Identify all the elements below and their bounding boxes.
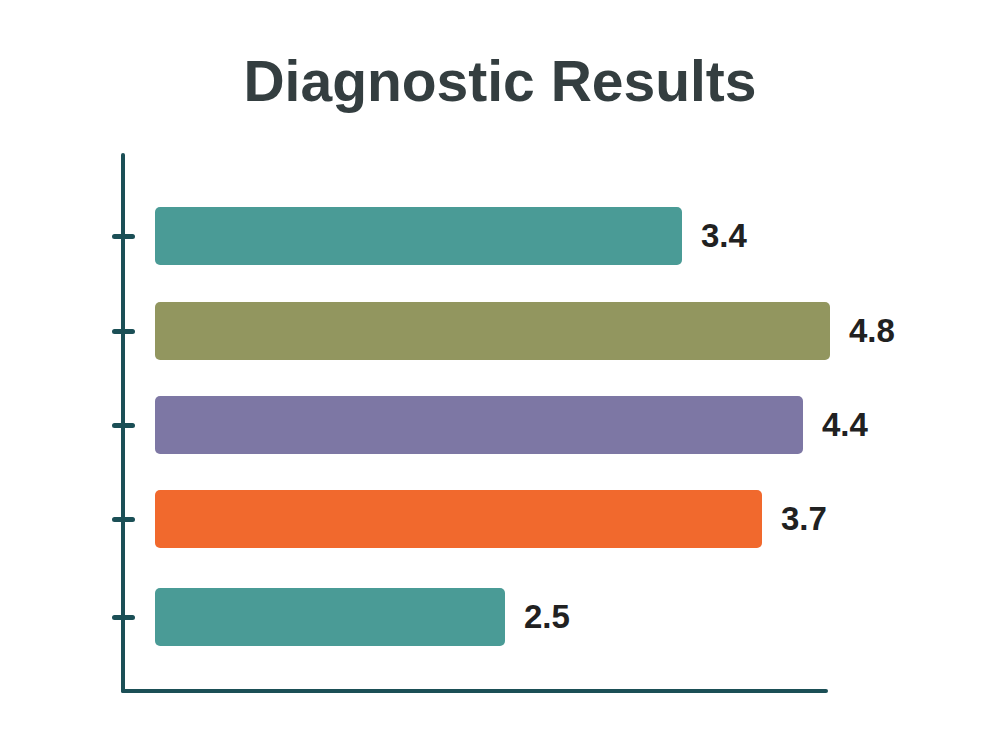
bar-value-label-5: 2.5: [524, 588, 570, 646]
bar-4: [155, 490, 762, 548]
y-axis-tick-4: [112, 517, 135, 522]
y-axis-tick-3: [112, 423, 135, 428]
bar-2: [155, 302, 830, 360]
bar-5: [155, 588, 505, 646]
bar-value-label-1: 3.4: [701, 207, 747, 265]
bar-value-label-2: 4.8: [849, 302, 895, 360]
bar-value-label-3: 4.4: [822, 396, 868, 454]
chart-area: 3.4 4.8 4.4 3.7 2.5: [0, 0, 1000, 750]
bar-3: [155, 396, 803, 454]
chart-canvas: Diagnostic Results 3.44.84.43.72.5: [0, 0, 1000, 750]
y-axis-tick-2: [112, 329, 135, 334]
bar-1: [155, 207, 682, 265]
y-axis-tick-5: [112, 615, 135, 620]
x-axis-line: [121, 689, 828, 693]
y-axis-tick-1: [112, 234, 135, 239]
bar-value-label-4: 3.7: [781, 490, 827, 548]
